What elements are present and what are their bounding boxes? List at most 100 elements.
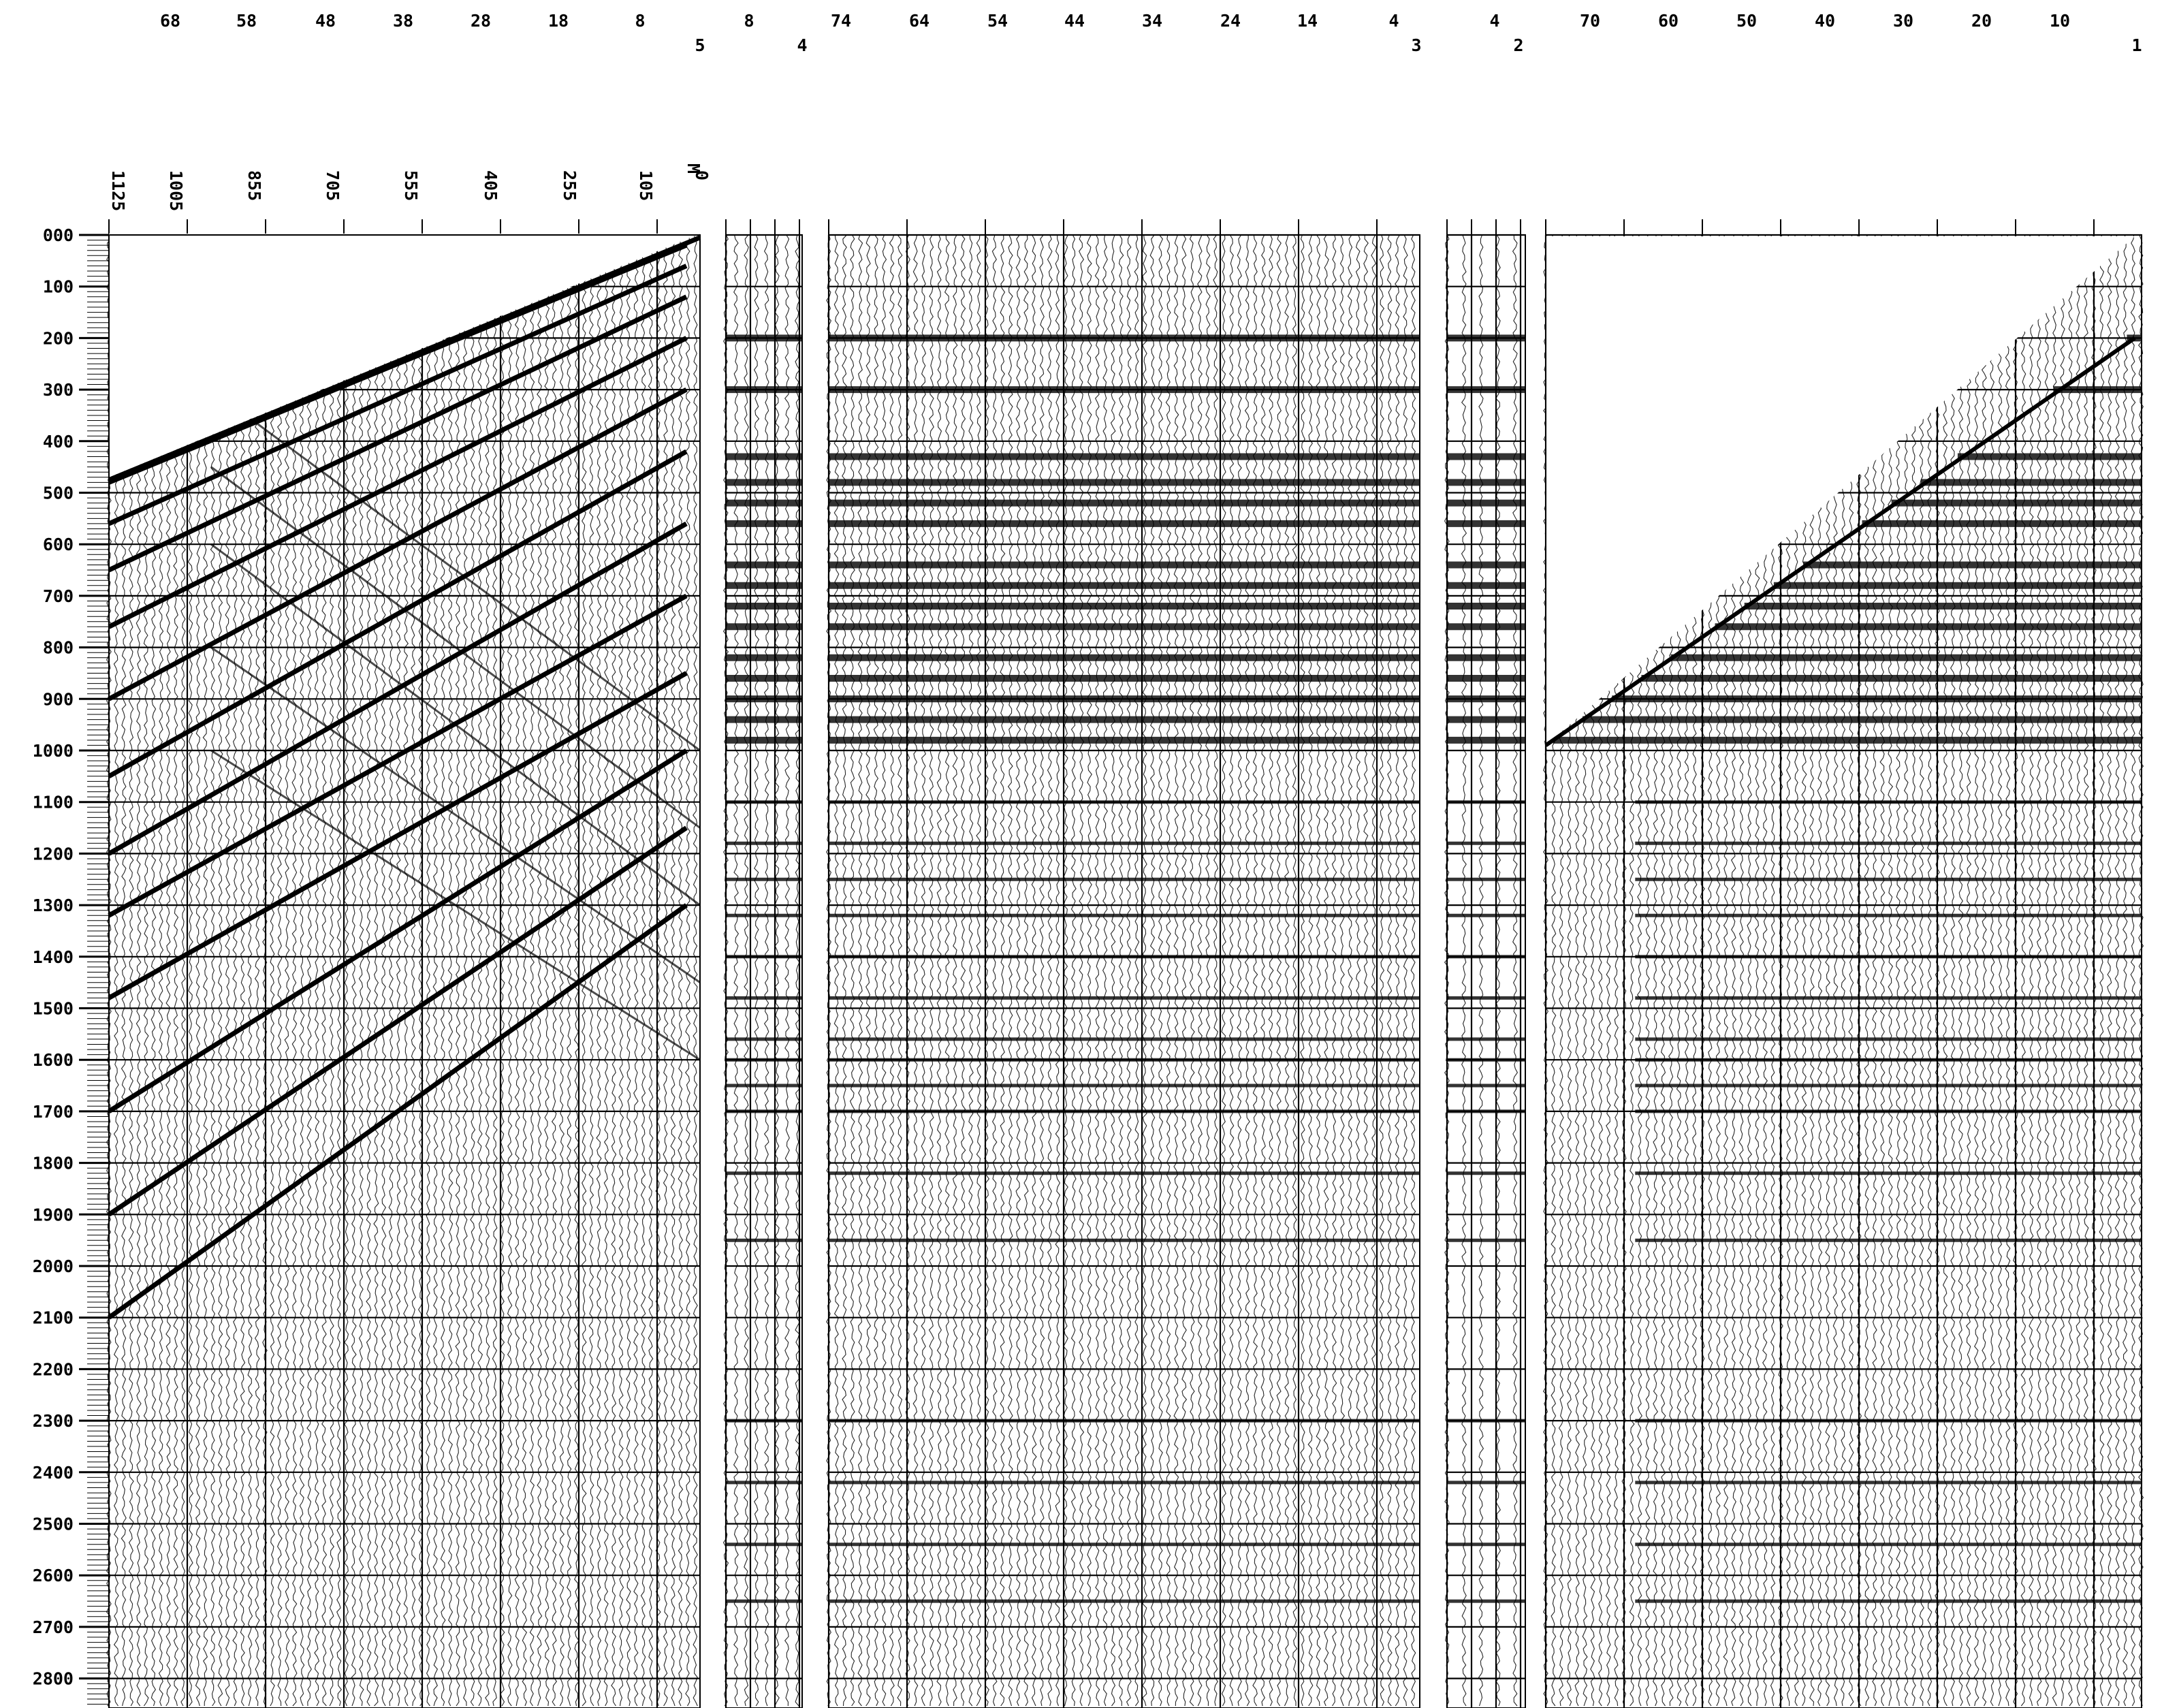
time-label: 1700 — [33, 1102, 74, 1122]
offset-label: 1005 — [166, 170, 186, 211]
time-minor-ticks — [87, 234, 109, 1705]
reflection-bands — [1447, 334, 1525, 1603]
trace-number-label: 64 — [909, 11, 929, 31]
trace-number-labels: 68 58 48 38 28 18 8 8 74 64 54 44 34 24 14 4 4 70 60 50 40 30… — [160, 11, 2070, 31]
time-label: 500 — [43, 484, 74, 503]
panel-top-ticks — [108, 219, 658, 235]
panel-number-labels: 5 4 3 2 1 — [695, 35, 2142, 55]
time-label: 400 — [43, 432, 74, 452]
time-label: 1400 — [33, 947, 74, 967]
seismic-panel-5 — [106, 219, 701, 1708]
time-label: 2200 — [33, 1359, 74, 1379]
wiggle-traces — [722, 234, 801, 1707]
time-label: 1600 — [33, 1050, 74, 1070]
trace-number-label: 14 — [1297, 11, 1318, 31]
panel-border — [1446, 234, 1526, 1708]
trace-number-label: 44 — [1064, 11, 1085, 31]
trace-number-label: 8 — [744, 11, 754, 31]
time-label: 2300 — [33, 1411, 74, 1431]
trace-number-label: 28 — [471, 11, 491, 31]
time-label: 2400 — [33, 1463, 74, 1483]
time-label: 1300 — [33, 896, 74, 915]
wiggle-traces — [826, 234, 1416, 1707]
trace-number-label: 8 — [635, 11, 645, 31]
panel-top-ticks — [828, 219, 1378, 235]
trace-number-label: 34 — [1142, 11, 1162, 31]
trace-number-label: 24 — [1220, 11, 1241, 31]
offset-label: 105 — [636, 170, 656, 201]
time-label: 1000 — [33, 741, 74, 761]
time-label: 1200 — [33, 844, 74, 864]
time-label: 1800 — [33, 1154, 74, 1173]
wiggle-traces — [1542, 234, 2144, 1707]
panel-number-label: 4 — [797, 35, 807, 55]
time-label: 800 — [43, 638, 74, 658]
offset-label: 405 — [481, 170, 500, 201]
wiggle-traces — [106, 234, 699, 1707]
offset-label: 555 — [401, 170, 421, 201]
panel-top-ticks — [1446, 219, 1521, 235]
seismic-panel-4 — [722, 219, 803, 1708]
panel-number-label: 2 — [1513, 35, 1523, 55]
time-label: 900 — [43, 689, 74, 709]
time-label: 600 — [43, 535, 74, 554]
pre-arrival-zone — [1546, 236, 2135, 746]
trace-number-label: 4 — [1489, 11, 1499, 31]
trace-number-label: 48 — [315, 11, 336, 31]
trace-number-label: 18 — [548, 11, 569, 31]
trace-number-label: 20 — [1971, 11, 1992, 31]
reflection-bands — [829, 334, 1420, 1603]
moveout-events — [107, 235, 701, 1320]
offset-label: 705 — [323, 170, 343, 201]
panel-number-label: 5 — [695, 35, 705, 55]
trace-number-label: 70 — [1580, 11, 1600, 31]
time-label: 200 — [43, 328, 74, 348]
time-label: 100 — [43, 277, 74, 297]
time-label: 2800 — [33, 1669, 74, 1689]
trace-number-label: 58 — [236, 11, 257, 31]
time-label: 700 — [43, 586, 74, 606]
reflection-bands — [726, 334, 802, 1603]
time-label: 2500 — [33, 1515, 74, 1534]
time-label: 1900 — [33, 1205, 74, 1224]
offset-header: M 1125 1005 855 705 555 405 255 105 0 — [108, 163, 712, 211]
offset-label: 0 — [692, 170, 712, 180]
first-arrival-edge — [1544, 336, 2136, 747]
panel-number-label: 1 — [2131, 35, 2142, 55]
seismic-panel-1 — [1542, 219, 2144, 1708]
time-label: 1100 — [33, 793, 74, 812]
panel-border — [1545, 234, 2142, 1708]
trace-number-label: 40 — [1815, 11, 1835, 31]
time-label: 300 — [43, 380, 74, 400]
panel-border — [108, 234, 701, 1708]
panel-border — [828, 234, 1420, 1708]
offset-label: 1125 — [108, 170, 128, 211]
trace-number-label: 54 — [987, 11, 1008, 31]
time-label: 2600 — [33, 1566, 74, 1585]
trace-number-label: 68 — [160, 11, 180, 31]
seismic-panels — [106, 219, 2144, 1708]
trace-number-label: 50 — [1736, 11, 1757, 31]
offset-label: 855 — [244, 170, 264, 201]
offset-unit-label: M — [684, 163, 703, 174]
time-axis: 000 100 200 300 400 500 600 700 800 900 1000 1100 12… — [33, 225, 109, 1705]
panel-border — [725, 234, 803, 1708]
trace-number-label: 30 — [1893, 11, 1913, 31]
reflection-bands — [1553, 334, 2142, 1603]
seismic-panel-2 — [1444, 219, 1526, 1708]
time-label: 2100 — [33, 1308, 74, 1328]
time-label: 2700 — [33, 1617, 74, 1637]
trace-number-label: 74 — [831, 11, 851, 31]
panel-top-ticks — [725, 219, 800, 235]
pre-arrival-zone — [109, 234, 700, 477]
wiggle-traces — [1444, 234, 1519, 1707]
trace-number-label: 10 — [2050, 11, 2070, 31]
offset-label: 255 — [560, 170, 579, 201]
trace-number-label: 4 — [1388, 11, 1399, 31]
panel-number-label: 3 — [1411, 35, 1421, 55]
time-label: 000 — [43, 225, 74, 245]
seismic-panel-3 — [826, 219, 1420, 1708]
trace-number-label: 38 — [393, 11, 413, 31]
panel-top-ticks — [1545, 219, 2095, 235]
